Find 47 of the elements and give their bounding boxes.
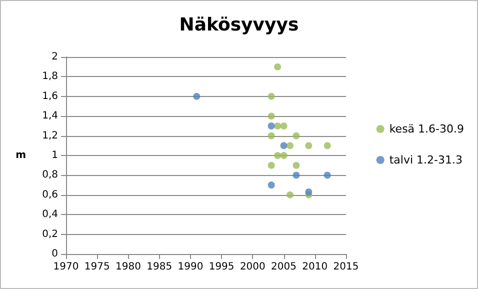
y-tick-label: 1,6 bbox=[42, 90, 58, 102]
point bbox=[292, 162, 300, 169]
legend-label: talvi 1.2-31.3 bbox=[389, 154, 462, 166]
point bbox=[280, 142, 288, 150]
y-tick-label: 0,4 bbox=[42, 209, 58, 220]
point bbox=[292, 132, 300, 140]
x-tick-label: 1990 bbox=[178, 262, 204, 272]
point bbox=[268, 132, 275, 140]
x-tick-label: 1995 bbox=[208, 262, 234, 272]
x-tick-label: 1985 bbox=[146, 262, 172, 272]
point bbox=[305, 142, 312, 150]
y-tick-label: 1,2 bbox=[42, 130, 58, 142]
point bbox=[268, 162, 275, 169]
y-tick-label: 1,4 bbox=[42, 110, 58, 122]
point bbox=[268, 182, 275, 189]
y-tick-label: 1 bbox=[52, 150, 58, 161]
point bbox=[274, 152, 282, 159]
x-tick-label: 2000 bbox=[240, 262, 266, 272]
point bbox=[292, 172, 300, 179]
y-tick-label: 0,6 bbox=[42, 189, 58, 200]
point bbox=[286, 191, 294, 198]
point bbox=[268, 92, 275, 100]
x-tick-label: 1970 bbox=[53, 262, 79, 272]
point bbox=[280, 122, 288, 130]
chart-title: Näkösyvyys bbox=[179, 14, 299, 36]
point bbox=[286, 142, 294, 150]
y-axis-title: m bbox=[16, 150, 26, 161]
y-tick-label: 0 bbox=[52, 248, 58, 260]
x-tick-label: 1975 bbox=[84, 262, 110, 272]
point bbox=[280, 152, 288, 159]
y-tick-label: 2 bbox=[52, 52, 58, 62]
point bbox=[324, 172, 331, 179]
x-tick-label: 2010 bbox=[302, 262, 328, 272]
point bbox=[324, 142, 331, 150]
y-tick-label: 0,8 bbox=[42, 170, 58, 181]
point bbox=[274, 122, 282, 130]
legend-label: kesä 1.6-30.9 bbox=[389, 122, 464, 136]
y-tick-label: 1,8 bbox=[42, 71, 58, 82]
point bbox=[268, 122, 275, 130]
x-tick-label: 2015 bbox=[333, 262, 359, 272]
point bbox=[193, 92, 200, 100]
x-tick-label: 2005 bbox=[271, 262, 297, 272]
x-tick-label: 1980 bbox=[115, 262, 141, 272]
point bbox=[268, 112, 275, 120]
point bbox=[305, 188, 312, 196]
point bbox=[274, 63, 282, 70]
y-tick-label: 0,2 bbox=[42, 228, 58, 240]
